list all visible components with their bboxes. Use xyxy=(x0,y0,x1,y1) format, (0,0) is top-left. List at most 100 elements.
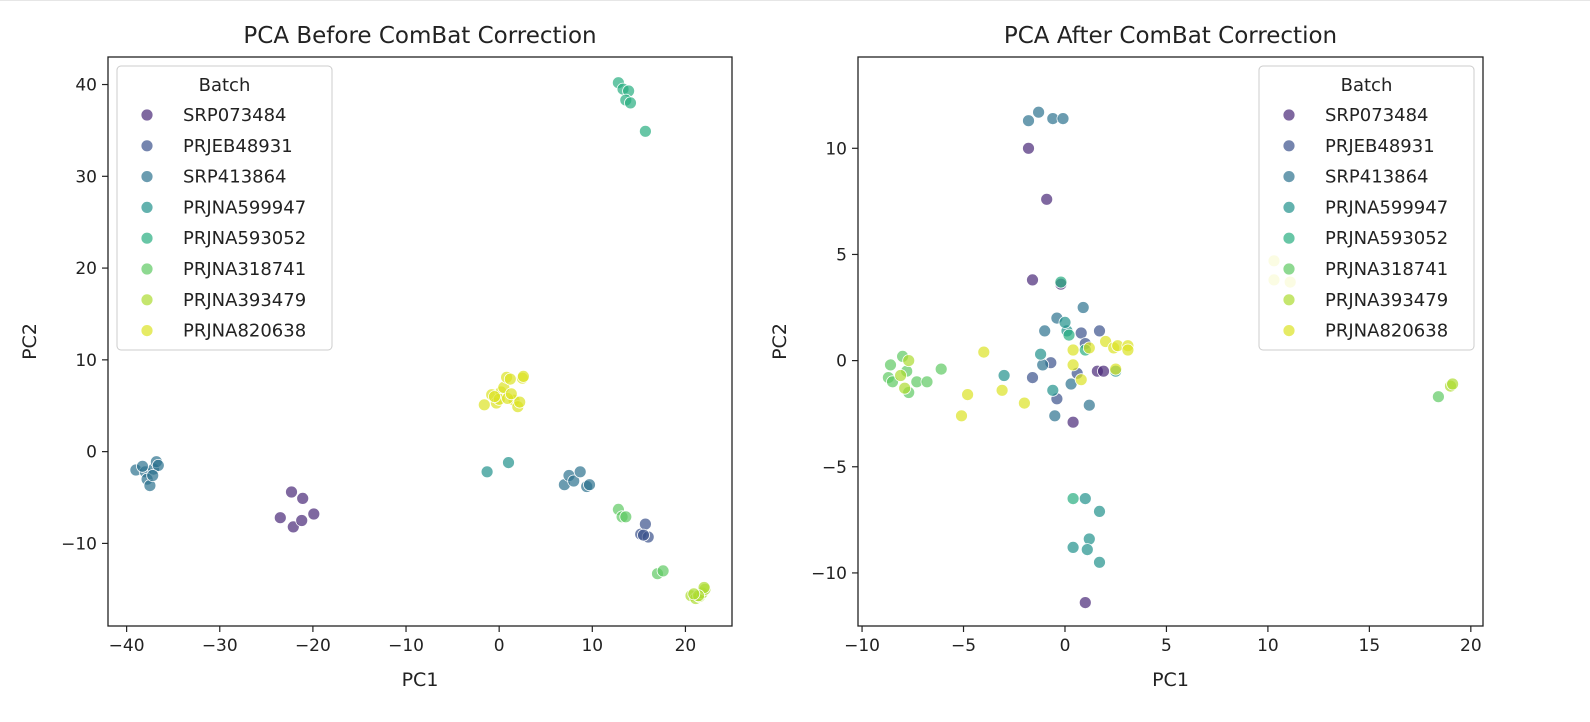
plot-frame xyxy=(857,56,1484,627)
data-point xyxy=(977,345,991,359)
data-point xyxy=(1432,390,1445,404)
y-tick-label: 10 xyxy=(75,351,97,371)
legend-box xyxy=(1258,65,1475,351)
legend-label: PRJNA318741 xyxy=(183,259,306,280)
data-point xyxy=(656,564,670,578)
top-border xyxy=(0,0,1590,1)
data-point xyxy=(920,375,934,389)
data-point xyxy=(1048,409,1062,423)
data-point xyxy=(1066,343,1080,357)
data-point xyxy=(1093,555,1106,569)
legend-label: SRP413864 xyxy=(183,167,287,188)
y-axis-label: PC2 xyxy=(769,323,791,360)
data-point xyxy=(1054,275,1068,289)
data-point xyxy=(1074,326,1088,340)
x-tick-label: −20 xyxy=(295,636,331,656)
y-tick-label: 5 xyxy=(836,245,847,265)
y-tick-label: 10 xyxy=(825,139,847,159)
x-axis-label: PC1 xyxy=(402,669,439,691)
legend-marker xyxy=(1282,139,1296,153)
x-tick-label: −40 xyxy=(109,636,145,656)
x-tick-label: 10 xyxy=(1257,636,1279,656)
legend-label: PRJNA820638 xyxy=(1325,321,1448,342)
data-point xyxy=(513,395,527,409)
y-tick-label: 30 xyxy=(75,167,97,187)
data-point xyxy=(1066,358,1080,372)
legend-label: SRP413864 xyxy=(1325,167,1429,188)
data-point xyxy=(151,458,165,472)
data-point xyxy=(639,124,652,138)
data-point xyxy=(285,485,298,499)
data-point xyxy=(1066,415,1080,429)
data-point xyxy=(1076,301,1090,314)
data-point xyxy=(1082,398,1096,412)
data-point xyxy=(1034,347,1047,361)
legend-marker xyxy=(140,139,154,153)
x-tick-label: 15 xyxy=(1359,636,1381,656)
x-tick-label: 5 xyxy=(1161,636,1172,656)
legend-marker xyxy=(1282,262,1296,276)
data-point xyxy=(1058,315,1072,329)
data-point xyxy=(884,358,897,372)
data-point xyxy=(1056,112,1070,125)
data-point xyxy=(517,369,530,383)
data-point xyxy=(1078,492,1092,506)
scatter-points xyxy=(882,105,1459,609)
x-axis-label: PC1 xyxy=(1152,669,1189,691)
data-point xyxy=(504,387,518,401)
data-point xyxy=(1046,383,1060,397)
data-point xyxy=(995,383,1009,397)
pca-before-panel: PCA Before ComBat Correction −40 −30 −20 −10… xyxy=(19,23,733,691)
chart-title: PCA After ComBat Correction xyxy=(1004,23,1337,49)
data-point xyxy=(1109,362,1123,376)
data-point xyxy=(1082,341,1096,355)
legend-marker xyxy=(1282,293,1296,307)
data-point xyxy=(1036,358,1050,372)
data-point xyxy=(1097,364,1110,378)
data-point xyxy=(503,372,517,386)
data-point xyxy=(1080,543,1094,556)
data-point xyxy=(480,465,494,479)
data-point xyxy=(1078,596,1092,609)
x-tick-label: 10 xyxy=(581,636,603,656)
legend-marker xyxy=(140,108,154,122)
data-point xyxy=(477,398,491,412)
y-tick-label: 20 xyxy=(75,259,97,279)
data-point xyxy=(1121,343,1135,357)
legend-label: PRJEB48931 xyxy=(1325,136,1435,157)
data-point xyxy=(1082,532,1096,546)
data-point xyxy=(997,369,1011,382)
data-point xyxy=(934,362,948,376)
data-point xyxy=(624,96,637,110)
legend-label: SRP073484 xyxy=(183,105,287,126)
data-point xyxy=(1038,324,1052,338)
data-point xyxy=(307,507,321,521)
legend-label: PRJNA393479 xyxy=(183,290,306,311)
legend-marker xyxy=(1282,324,1296,338)
x-tick-label: −10 xyxy=(844,636,880,656)
data-point xyxy=(273,511,287,525)
data-point xyxy=(146,469,160,482)
data-point xyxy=(1446,377,1459,391)
data-point xyxy=(488,390,501,404)
chart-title: PCA Before ComBat Correction xyxy=(243,23,596,49)
data-point xyxy=(1066,541,1080,554)
data-point xyxy=(295,514,309,527)
data-point xyxy=(1093,324,1106,338)
data-point xyxy=(902,354,916,368)
x-tick-label: 0 xyxy=(494,636,505,656)
data-point xyxy=(296,491,310,505)
legend-marker xyxy=(1282,170,1296,184)
data-point xyxy=(1066,492,1080,506)
data-point xyxy=(1026,273,1039,287)
legend-marker xyxy=(140,324,154,338)
x-tick-label: −5 xyxy=(951,636,976,656)
data-point xyxy=(687,587,701,601)
legend-marker xyxy=(1282,108,1296,122)
scatter-points xyxy=(129,76,712,605)
pca-after-panel: PCA After ComBat Correction −10 −5 0 5 10 15 20… xyxy=(769,23,1484,691)
y-tick-label: −10 xyxy=(811,564,847,584)
data-point xyxy=(1093,504,1106,518)
y-tick-label: 0 xyxy=(86,443,97,463)
legend-label: SRP073484 xyxy=(1325,105,1429,126)
